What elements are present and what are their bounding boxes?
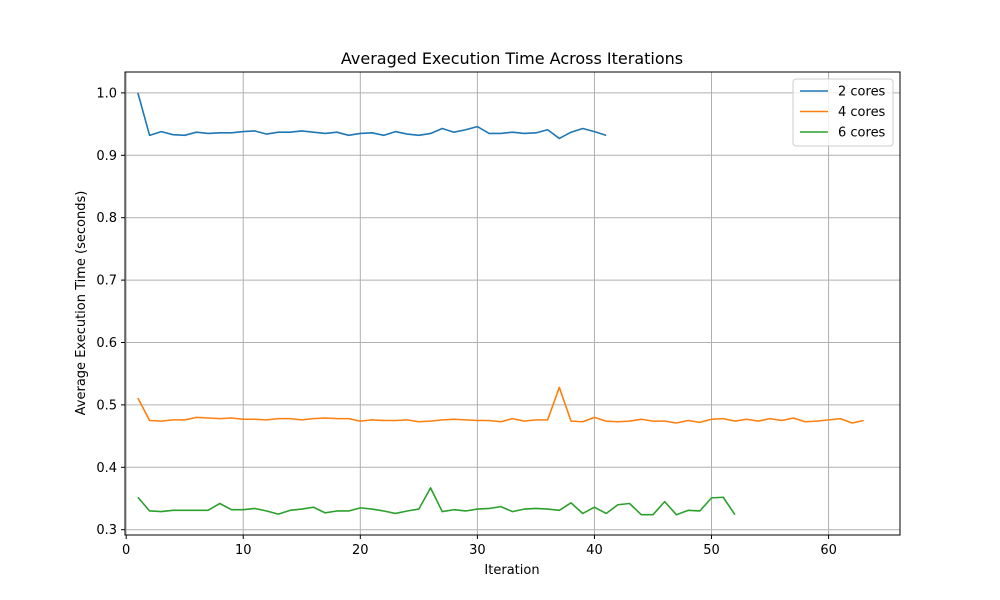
y-tick-label: 0.5: [96, 398, 117, 413]
chart-title: Averaged Execution Time Across Iteration…: [341, 49, 683, 68]
y-tick-label: 0.9: [96, 149, 117, 164]
x-tick-label: 40: [586, 543, 603, 558]
y-tick-label: 0.8: [96, 211, 117, 226]
legend-label-6-cores: 6 cores: [838, 126, 886, 141]
x-tick-label: 10: [235, 543, 252, 558]
x-axis-label: Iteration: [484, 563, 539, 578]
series-line-2-cores: [137, 92, 607, 140]
ticks: 0 10 20 30 40 50 60 0.3 0.4 0.5 0.6 0.7 0.8 0.9 1.0: [96, 86, 837, 558]
y-tick-label: 0.4: [96, 461, 117, 476]
x-tick-label: 60: [820, 543, 837, 558]
legend-label-2-cores: 2 cores: [838, 85, 886, 100]
legend-label-4-cores: 4 cores: [838, 105, 886, 120]
legend-box: [792, 78, 894, 147]
x-tick-label: 0: [122, 543, 130, 558]
x-tick-label: 30: [469, 543, 486, 558]
grid: [125, 72, 900, 535]
y-tick-label: 0.3: [96, 523, 117, 538]
series: [137, 92, 864, 516]
y-tick-label: 1.0: [96, 86, 117, 101]
legend: 2 cores 4 cores 6 cores: [792, 78, 894, 147]
series-line-6-cores: [137, 487, 736, 516]
y-tick-label: 0.6: [96, 336, 117, 351]
plot-frame: [124, 71, 901, 536]
series-line-4-cores: [137, 386, 864, 424]
y-tick-label: 0.7: [96, 274, 117, 289]
x-tick-label: 50: [703, 543, 720, 558]
y-axis-label: Average Execution Time (seconds): [74, 191, 89, 416]
x-tick-label: 20: [352, 543, 369, 558]
